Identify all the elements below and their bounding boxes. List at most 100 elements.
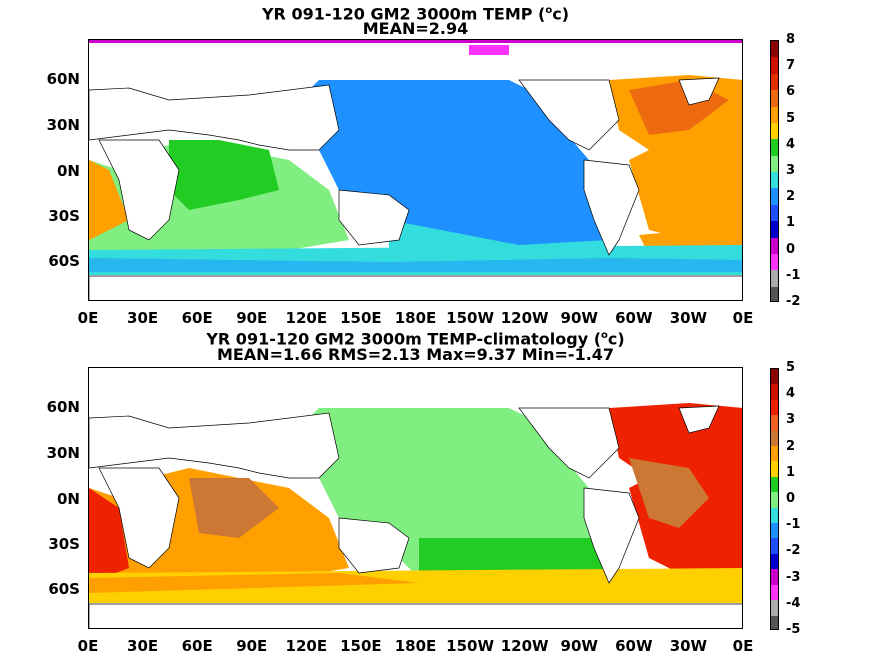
panel2-colorbar-swatch [771, 369, 778, 385]
panel2-lon-label: 60E [181, 637, 213, 655]
panel1-lon-label: 120W [500, 309, 549, 327]
panel2-colorbar-swatch [771, 538, 778, 554]
panel2-lon-label: 0E [77, 637, 99, 655]
panel1-lon-label: 180E [394, 309, 437, 327]
panel2-colorbar-swatch [771, 476, 778, 493]
panel2-colorbar-swatch [771, 415, 778, 431]
panel2-lon-label: 90E [236, 637, 268, 655]
panel1-colorbar-swatch [771, 253, 778, 271]
panel2-colorbar-label: -5 [786, 622, 801, 637]
panel2-lon-label: 30W [669, 637, 708, 655]
panel2-colorbar-swatch [771, 553, 778, 570]
panel2-colorbar-label: 1 [786, 464, 796, 480]
panel1-lat-30n: 30N [46, 116, 80, 134]
panel2-lat-30n: 30N [46, 444, 80, 462]
panel2-lat-0n: 0N [57, 490, 80, 508]
panel1-colorbar-label: 3 [786, 163, 796, 178]
panel2-colorbar-label: -3 [786, 569, 801, 585]
panel2-colorbar [770, 368, 779, 630]
panel2-lon-label: 60W [615, 637, 653, 655]
panel2-lon-label: 180E [394, 637, 437, 655]
panel1-lon-label: 60W [615, 309, 653, 327]
panel2-lon-label: 120W [500, 637, 549, 655]
panel1-lat-0n: 0N [57, 162, 80, 180]
panel2-colorbar-swatch [771, 523, 778, 539]
panel2-colorbar-label: 5 [786, 360, 796, 375]
panel2-lat-60n: 60N [46, 398, 80, 416]
panel1-colorbar-label: 6 [786, 84, 796, 100]
panel1-colorbar-swatch [771, 188, 778, 205]
panel1-colorbar-swatch [771, 41, 778, 58]
panel1-title-line2: MEAN=2.94 [362, 19, 469, 38]
panel1-colorbar-label: 8 [786, 32, 796, 47]
panel2-colorbar-label: 4 [786, 386, 796, 402]
panel2-colorbar-swatch [771, 446, 778, 462]
panel1-colorbar [770, 40, 779, 302]
panel1-colorbar-label: 4 [786, 136, 796, 152]
panel2-lon-label: 150E [340, 637, 382, 655]
panel1-colorbar-swatch [771, 270, 778, 287]
panel2-colorbar-swatch [771, 584, 778, 601]
panel1-colorbar-label: 0 [786, 241, 796, 257]
panel2-colorbar-swatch [771, 600, 778, 616]
panel1-lon-label: 0E [77, 309, 99, 327]
panel1-colorbar-label: 2 [786, 189, 796, 205]
panel1-lon-label: 150E [340, 309, 382, 327]
panel1-lat-60n: 60N [46, 70, 80, 88]
panel1-colorbar-label: 7 [786, 58, 796, 74]
panel1-lon-label: 0E [732, 309, 754, 327]
panel2-colorbar-swatch [771, 492, 778, 508]
panel1-colorbar-swatch [771, 172, 778, 189]
panel2-map-svg [89, 403, 742, 628]
panel1-colorbar-label: 1 [786, 215, 796, 231]
panel2-colorbar-label: 2 [786, 438, 796, 454]
panel2-colorbar-swatch [771, 569, 778, 585]
panel1-map [88, 39, 743, 301]
panel2-colorbar-label: -2 [786, 543, 801, 559]
panel1-colorbar-swatch [771, 221, 778, 238]
panel1-colorbar-swatch [771, 90, 778, 107]
panel1-colorbar-label: -2 [786, 294, 801, 309]
panel2-lat-30s: 30S [48, 535, 80, 553]
panel2-colorbar-swatch [771, 615, 778, 629]
panel2-colorbar-label: -4 [786, 595, 801, 611]
panel1-lon-label: 60E [181, 309, 213, 327]
panel2-colorbar-swatch [771, 461, 778, 477]
panel1-lat-30s: 30S [48, 207, 80, 225]
panel1-lon-label: 150W [446, 309, 494, 327]
panel1-colorbar-swatch [771, 237, 778, 254]
panel2-colorbar-swatch [771, 430, 778, 447]
panel2-colorbar-label: 3 [786, 412, 796, 428]
panel1-colorbar-swatch [771, 139, 778, 156]
panel1-colorbar-label: -1 [786, 267, 801, 283]
panel1-lon-label: 90W [560, 309, 598, 327]
panel1-colorbar-swatch [771, 73, 778, 91]
panel2-title-line1: YR 091-120 GM2 3000m TEMP-climatology (o… [206, 329, 625, 349]
panel2-colorbar-swatch [771, 507, 778, 524]
panel1-map-svg [89, 40, 742, 300]
panel1-colorbar-swatch [771, 204, 778, 222]
panel2-title-line2: MEAN=1.66 RMS=2.13 Max=9.37 Min=-1.47 [216, 345, 615, 364]
panel2-lon-label: 90W [560, 637, 598, 655]
panel1-lon-label: 120E [285, 309, 328, 327]
panel1-colorbar-swatch [771, 155, 778, 172]
panel1-colorbar-label: 5 [786, 110, 796, 126]
panel1-title-line1: YR 091-120 GM2 3000m TEMP (oc) [261, 4, 570, 24]
panel1-lat-60s: 60S [48, 252, 80, 270]
panel1-colorbar-swatch [771, 106, 778, 123]
panel2-colorbar-label: 0 [786, 491, 796, 506]
panel2-map [88, 367, 743, 629]
panel2-colorbar-swatch [771, 384, 778, 400]
panel2-colorbar-label: -1 [786, 517, 801, 533]
panel1-colorbar-swatch [771, 286, 778, 301]
panel2-lon-label: 30E [127, 637, 159, 655]
panel2-lon-label: 150W [446, 637, 494, 655]
panel2-lon-label: 0E [732, 637, 754, 655]
panel1-colorbar-swatch [771, 122, 778, 140]
panel2-lon-label: 120E [285, 637, 328, 655]
panel2-lat-60s: 60S [48, 580, 80, 598]
panel1-lon-label: 30W [669, 309, 708, 327]
panel1-lon-label: 90E [236, 309, 268, 327]
panel2-colorbar-swatch [771, 399, 778, 416]
panel1-colorbar-swatch [771, 57, 778, 74]
